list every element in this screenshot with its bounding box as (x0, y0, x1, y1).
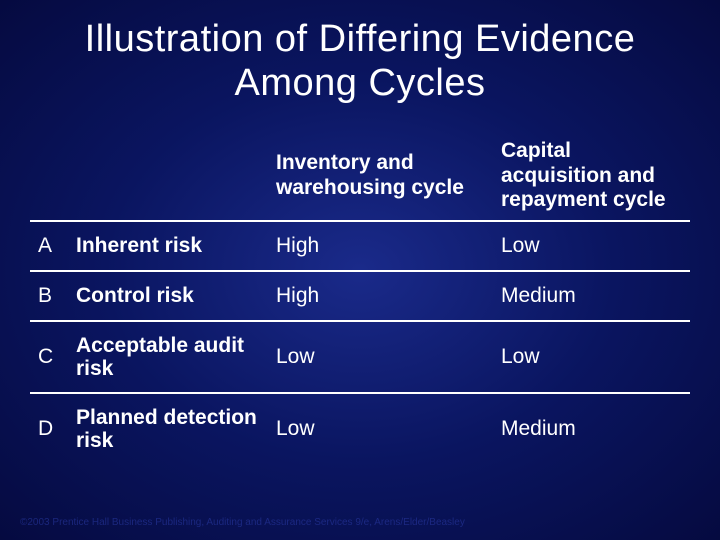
title-line-1: Illustration of Differing Evidence (85, 18, 636, 60)
row-label: Control risk (68, 271, 268, 321)
table-row: C Acceptable audit risk Low Low (30, 321, 690, 393)
row-value-2: Medium (493, 393, 690, 464)
table-row: D Planned detection risk Low Medium (30, 393, 690, 464)
footer-copyright: ©2003 Prentice Hall Business Publishing,… (20, 517, 465, 528)
row-label: Acceptable audit risk (68, 321, 268, 393)
table-header-row: Inventory and warehousing cycle Capital … (30, 127, 690, 220)
row-letter: D (30, 393, 68, 464)
slide-title: Illustration of Differing Evidence Among… (30, 18, 690, 105)
row-value-1: High (268, 271, 493, 321)
row-value-1: Low (268, 393, 493, 464)
header-blank-2 (68, 127, 268, 220)
row-value-1: High (268, 221, 493, 271)
row-value-2: Low (493, 321, 690, 393)
header-blank-1 (30, 127, 68, 220)
row-value-2: Low (493, 221, 690, 271)
row-label: Inherent risk (68, 221, 268, 271)
title-line-2: Among Cycles (235, 62, 486, 104)
slide: Illustration of Differing Evidence Among… (0, 0, 720, 540)
row-value-2: Medium (493, 271, 690, 321)
header-col-1: Inventory and warehousing cycle (268, 127, 493, 220)
row-label: Planned detection risk (68, 393, 268, 464)
table-row: B Control risk High Medium (30, 271, 690, 321)
row-letter: C (30, 321, 68, 393)
row-letter: B (30, 271, 68, 321)
row-value-1: Low (268, 321, 493, 393)
evidence-table: Inventory and warehousing cycle Capital … (30, 127, 690, 464)
header-col-2: Capital acquisition and repayment cycle (493, 127, 690, 220)
row-letter: A (30, 221, 68, 271)
table-row: A Inherent risk High Low (30, 221, 690, 271)
